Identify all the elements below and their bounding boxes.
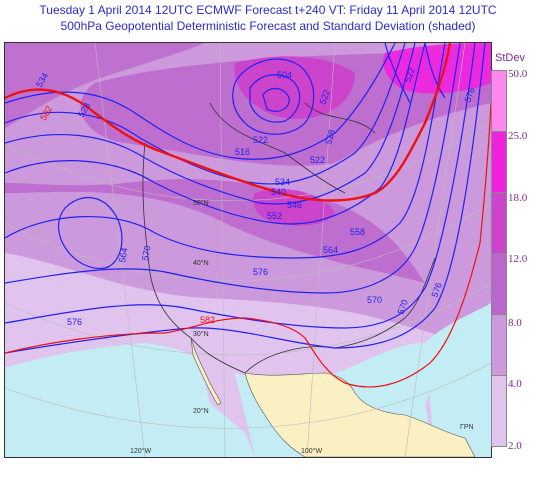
contour-label: 540 [271, 187, 286, 197]
contour-label: 522 [310, 155, 325, 165]
forecast-map: 534 528 522 522 522 522 516 564 570 576 … [4, 42, 492, 458]
legend-label-25: 25.0 [508, 130, 528, 142]
legend-swatch-12 [491, 253, 507, 315]
lon-label: 100°W [301, 447, 322, 455]
contour-label: 570 [140, 245, 152, 262]
stdev-legend: StDev 50.0 25.0 18.0 12.0 8.0 4.0 2.0 [489, 42, 536, 456]
stdev-shade-25 [383, 43, 491, 94]
legend-swatch-50 [491, 70, 507, 132]
contour-label: 522 [317, 88, 332, 106]
legend-label-2: 2.0 [508, 440, 522, 452]
contour-label: 528 [323, 128, 337, 145]
contour-label: 576 [253, 267, 268, 277]
corner-label: ΓΡΝ [460, 424, 474, 431]
mexico-land [244, 372, 476, 457]
contour-label: 522 [253, 135, 268, 145]
lat-label: 20°N [193, 407, 209, 415]
lon-label: 120°W [130, 447, 151, 455]
legend-label-4: 4.0 [508, 378, 522, 390]
legend-swatch-4 [491, 375, 507, 447]
legend-label-50: 50.0 [508, 68, 528, 80]
contour-label: 576 [462, 86, 477, 104]
legend-title: StDev [495, 52, 525, 64]
legend-swatch-18 [491, 192, 507, 254]
legend-label-12: 12.0 [508, 253, 528, 265]
contour-label: 570 [367, 295, 382, 305]
lat-label: 40°N [193, 259, 209, 267]
contour-label: 564 [323, 245, 338, 255]
contour-label: 570 [395, 298, 410, 316]
chart-subtitle: 500hPa Geopotential Deterministic Foreca… [60, 19, 476, 33]
stdev-shade-18 [234, 56, 355, 119]
contour-label: 576 [429, 281, 444, 299]
contour-label: 522 [402, 66, 417, 84]
red-contours [5, 43, 491, 388]
baja-land [190, 337, 222, 406]
contour-label: 582 [200, 315, 215, 325]
contour-label: 534 [275, 177, 290, 187]
pacific-ocean [5, 343, 255, 457]
contour-label: 552 [267, 211, 282, 221]
contour-label: 576 [67, 317, 82, 327]
legend-label-18: 18.0 [508, 192, 528, 204]
contour-label: 504 [277, 70, 292, 80]
legend-label-8: 8.0 [508, 317, 522, 329]
legend-swatch-8 [491, 314, 507, 376]
lat-label: 50°N [193, 199, 209, 207]
lat-label: 30°N [193, 330, 209, 338]
contour-label: 558 [350, 227, 365, 237]
contour-label: 546 [287, 200, 302, 210]
chart-title: Tuesday 1 April 2014 12UTC ECMWF Forecas… [39, 3, 497, 17]
stdev-shade-12c [5, 43, 205, 128]
atlantic-ocean [425, 303, 491, 457]
contour-label: 516 [235, 147, 250, 157]
legend-swatch-25 [491, 131, 507, 193]
contour-label: 564 [117, 247, 129, 264]
